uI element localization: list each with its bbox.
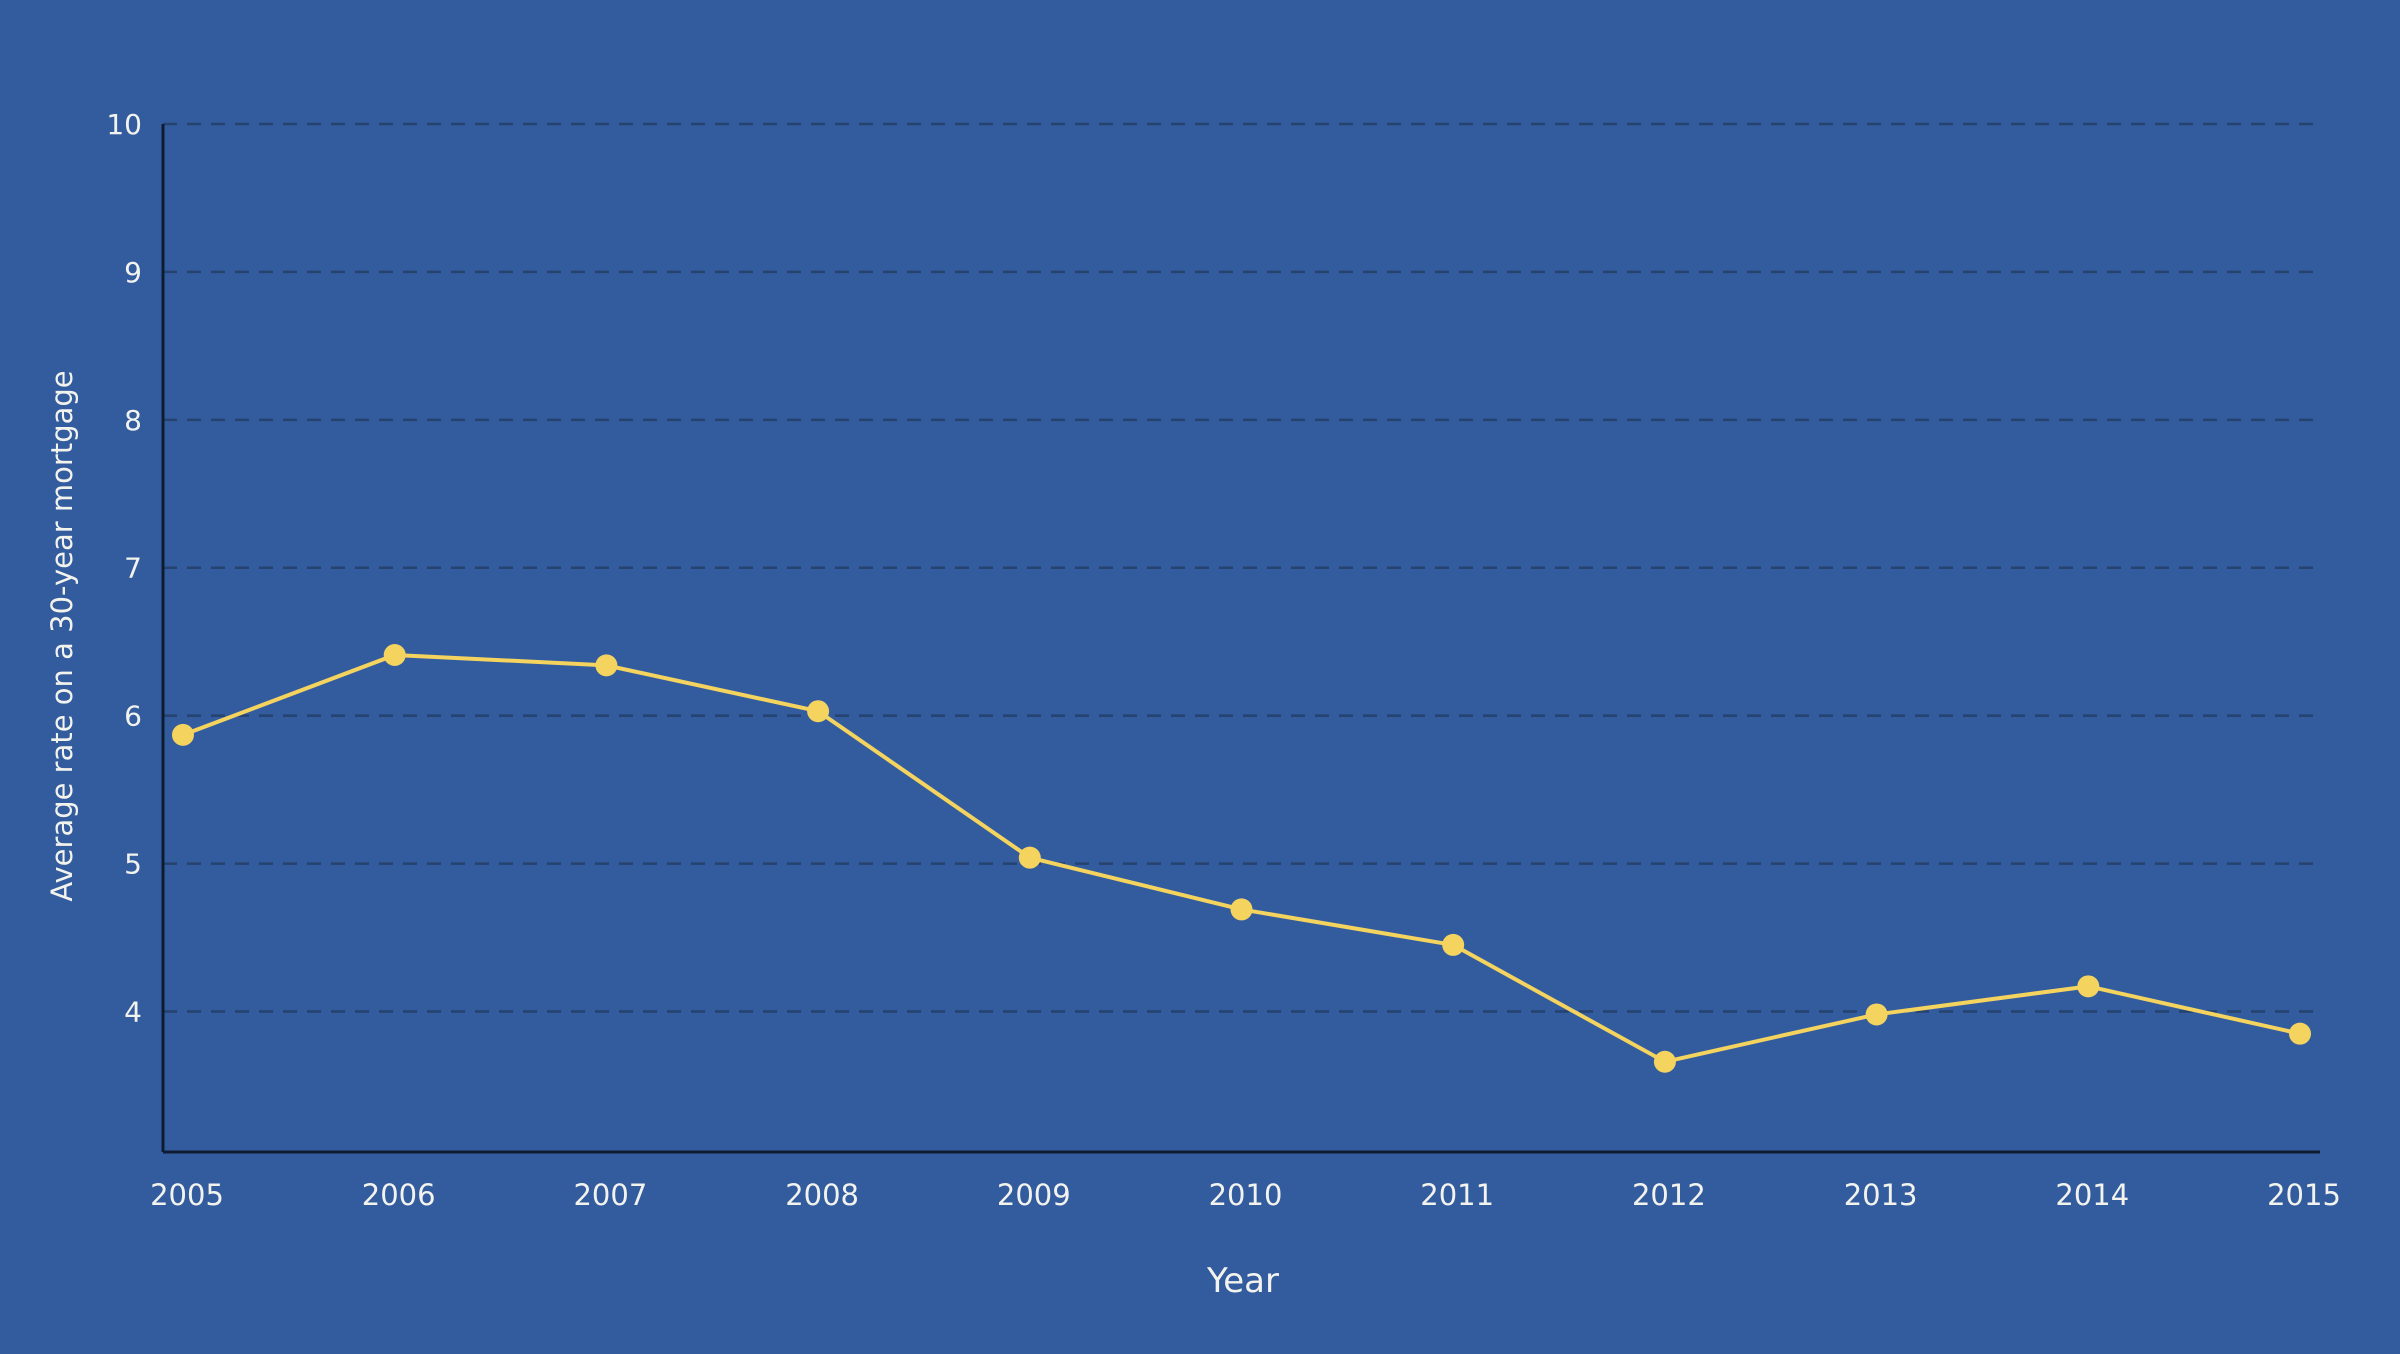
x-tick-label: 2015 (2267, 1178, 2341, 1212)
data-point-2005 (172, 723, 194, 746)
y-tick-label: 7 (124, 552, 142, 585)
y-axis-title: Average rate on a 30-year mortgage (45, 370, 79, 901)
x-tick-label: 2005 (150, 1178, 224, 1212)
x-tick-label: 2007 (573, 1178, 647, 1212)
data-point-2014 (2077, 975, 2100, 998)
y-tick-label: 6 (124, 700, 142, 733)
x-axis-title: Year (1206, 1261, 1279, 1301)
x-tick-label: 2013 (1844, 1178, 1918, 1212)
data-point-2011 (1442, 933, 1465, 956)
x-tick-label: 2014 (2055, 1178, 2129, 1212)
x-tick-labels: 2005 2006 2007 2008 2009 2010 2011 2012 2013 2014… (150, 1178, 2341, 1212)
y-tick-label: 4 (124, 995, 142, 1028)
data-point-2009 (1018, 846, 1041, 869)
y-tick-label: 8 (124, 404, 142, 437)
y-tick-labels: 4 5 6 7 8 9 10 (106, 108, 142, 1028)
data-point-2010 (1230, 898, 1253, 921)
x-tick-label: 2011 (1420, 1178, 1494, 1212)
x-tick-label: 2012 (1632, 1178, 1706, 1212)
y-tick-label: 9 (124, 256, 142, 289)
data-point-2007 (595, 654, 618, 677)
data-point-2012 (1653, 1050, 1676, 1073)
y-tick-label: 5 (124, 848, 142, 881)
x-tick-label: 2008 (785, 1178, 859, 1212)
data-point-2013 (1865, 1003, 1888, 1026)
data-point-2015 (2289, 1022, 2311, 1045)
x-tick-label: 2010 (1209, 1178, 1283, 1212)
x-tick-label: 2009 (997, 1178, 1071, 1212)
y-tick-label: 10 (106, 108, 142, 141)
data-point-2006 (383, 644, 406, 667)
data-point-2008 (807, 700, 830, 723)
axes (161, 124, 2320, 1154)
x-tick-label: 2006 (362, 1178, 436, 1212)
gridlines (163, 122, 2320, 1013)
series-mortgage-rate (172, 644, 2311, 1073)
